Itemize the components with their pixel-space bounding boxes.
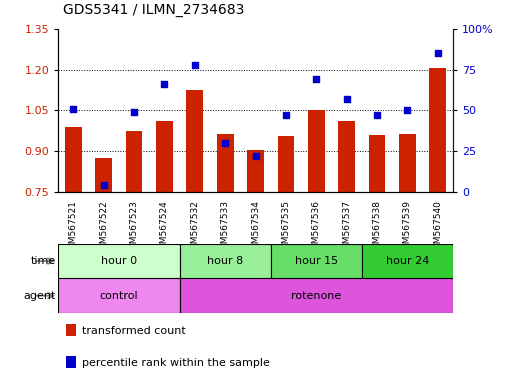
Text: GSM567539: GSM567539 (402, 200, 411, 255)
Text: rotenone: rotenone (290, 291, 341, 301)
Text: GSM567536: GSM567536 (311, 200, 320, 255)
Bar (270, 244, 361, 278)
Point (130, 109, 138, 115)
Bar (66, 324, 76, 336)
Text: time: time (30, 256, 56, 266)
Text: hour 8: hour 8 (207, 256, 243, 266)
Text: hour 15: hour 15 (294, 256, 337, 266)
Point (312, 76, 320, 83)
Bar (307, 111, 324, 192)
Bar (429, 68, 445, 192)
Text: GSM567532: GSM567532 (190, 200, 199, 255)
Bar (217, 134, 233, 192)
Text: GSM567540: GSM567540 (432, 200, 441, 255)
Point (281, 112, 289, 118)
Point (372, 112, 380, 118)
Text: GSM567522: GSM567522 (99, 200, 108, 255)
Text: GSM567524: GSM567524 (160, 200, 169, 255)
Point (342, 96, 350, 102)
Text: transformed count: transformed count (82, 326, 185, 336)
Text: control: control (99, 291, 138, 301)
Point (190, 62, 198, 68)
Text: GSM567523: GSM567523 (129, 200, 138, 255)
Bar (337, 121, 355, 192)
Text: GSM567538: GSM567538 (372, 200, 381, 255)
Text: percentile rank within the sample: percentile rank within the sample (82, 358, 269, 368)
Bar (361, 244, 452, 278)
Bar (179, 244, 270, 278)
Text: agent: agent (23, 291, 56, 301)
Point (99, 182, 108, 189)
Bar (179, 278, 452, 313)
Bar (368, 135, 385, 192)
Text: GSM567537: GSM567537 (341, 200, 350, 255)
Bar (58, 244, 179, 278)
Text: GDS5341 / ILMN_2734683: GDS5341 / ILMN_2734683 (63, 3, 244, 17)
Text: hour 0: hour 0 (100, 256, 137, 266)
Text: GSM567534: GSM567534 (250, 200, 260, 255)
Bar (277, 136, 294, 192)
Bar (126, 131, 142, 192)
Point (221, 140, 229, 146)
Point (160, 81, 168, 87)
Bar (66, 356, 76, 368)
Bar (186, 90, 203, 192)
Bar (65, 127, 82, 192)
Text: GSM567521: GSM567521 (69, 200, 78, 255)
Text: GSM567535: GSM567535 (281, 200, 290, 255)
Point (433, 50, 441, 56)
Point (69, 106, 77, 112)
Bar (398, 134, 415, 192)
Text: GSM567533: GSM567533 (220, 200, 229, 255)
Bar (95, 158, 112, 192)
Point (251, 153, 259, 159)
Point (402, 107, 411, 114)
Text: hour 24: hour 24 (385, 256, 428, 266)
Bar (247, 150, 264, 192)
Bar (156, 121, 173, 192)
Bar (58, 278, 179, 313)
